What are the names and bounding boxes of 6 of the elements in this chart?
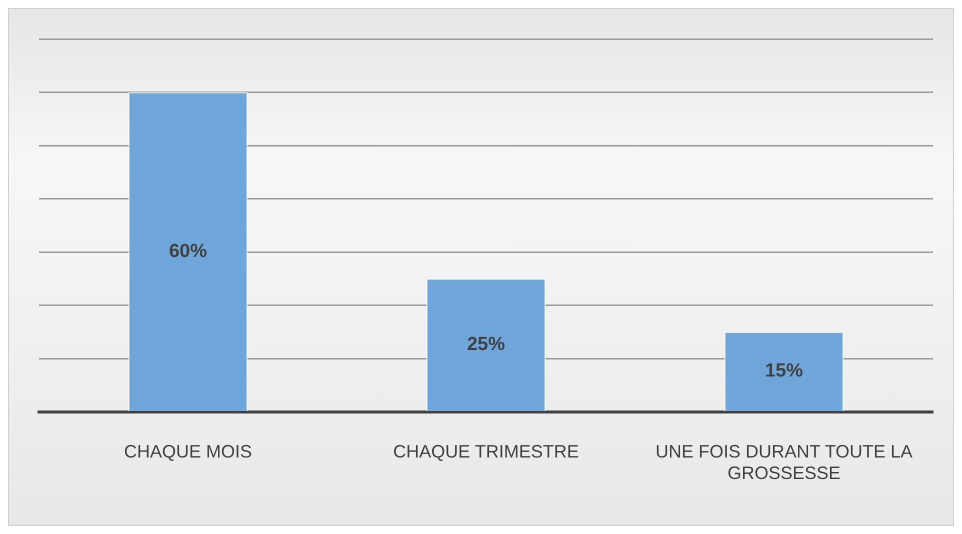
data-label: 25% bbox=[466, 334, 506, 356]
x-tick-label: CHAQUE TRIMESTRE bbox=[393, 442, 579, 462]
data-label: 60% bbox=[168, 240, 208, 262]
x-tick-label: CHAQUE MOIS bbox=[124, 442, 252, 462]
data-label: 15% bbox=[764, 360, 804, 382]
x-tick-label: UNE FOIS DURANT TOUTE LA GROSSESSE bbox=[655, 442, 913, 484]
